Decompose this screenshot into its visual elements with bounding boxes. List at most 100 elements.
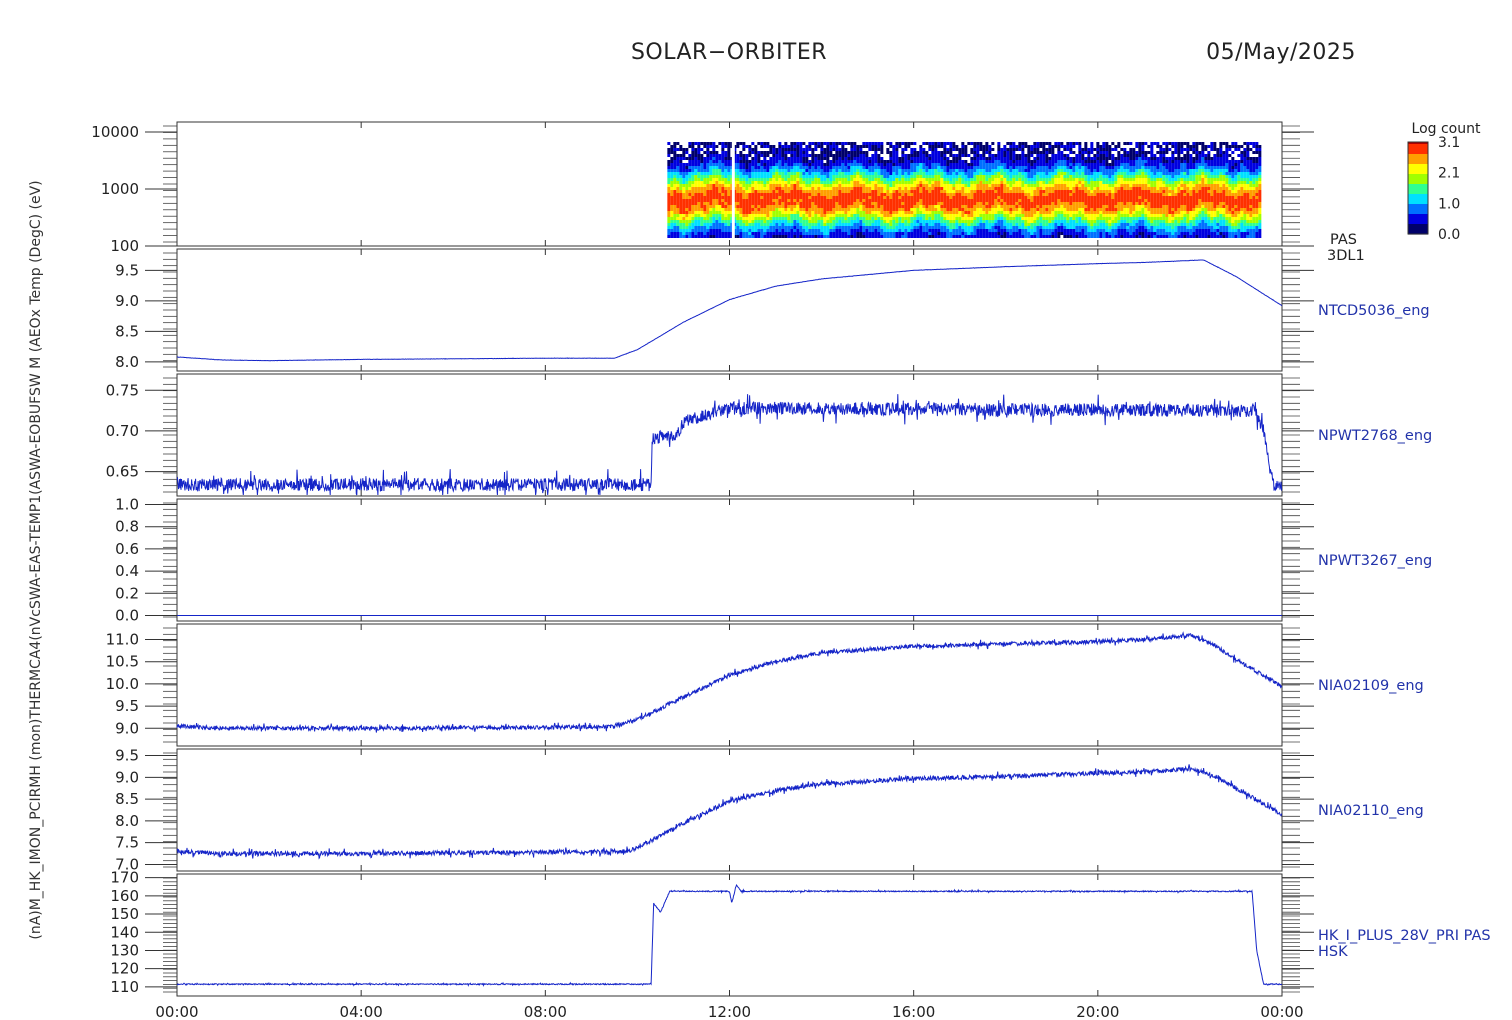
spectrogram-cell <box>1075 211 1079 214</box>
spectrogram-cell <box>793 205 797 208</box>
spectrogram-cell <box>682 187 686 190</box>
spectrogram-cell <box>1132 223 1136 226</box>
spectrogram-cell <box>904 202 908 205</box>
spectrogram-cell <box>1024 229 1028 232</box>
spectrogram-cell <box>811 226 815 229</box>
spectrogram-cell <box>742 148 746 151</box>
spectrogram-cell <box>748 163 752 166</box>
spectrogram-cell <box>1000 193 1004 196</box>
spectrogram-cell <box>1069 229 1073 232</box>
spectrogram-cell <box>688 160 692 163</box>
spectrogram-cell <box>712 181 716 184</box>
spectrogram-cell <box>1015 214 1019 217</box>
spectrogram-cell <box>1111 181 1115 184</box>
spectrogram-cell <box>709 151 713 154</box>
spectrogram-cell <box>1018 160 1022 163</box>
spectrogram-cell <box>763 175 767 178</box>
spectrogram-cell <box>670 151 674 154</box>
spectrogram-cell <box>964 202 968 205</box>
spectrogram-cell <box>700 205 704 208</box>
spectrogram-cell <box>1033 232 1037 235</box>
spectrogram-cell <box>1084 157 1088 160</box>
spectrogram-cell <box>976 154 980 157</box>
spectrogram-cell <box>1030 154 1034 157</box>
spectrogram-cell <box>1018 169 1022 172</box>
spectrogram-cell <box>931 226 935 229</box>
spectrogram-cell <box>1057 193 1061 196</box>
spectrogram-cell <box>982 160 986 163</box>
spectrogram-cell <box>1030 172 1034 175</box>
spectrogram-cell <box>901 226 905 229</box>
spectrogram-cell <box>835 226 839 229</box>
spectrogram-cell <box>937 181 941 184</box>
spectrogram-cell <box>871 211 875 214</box>
spectrogram-cell <box>691 154 695 157</box>
spectrogram-cell <box>706 223 710 226</box>
spectrogram-cell <box>772 187 776 190</box>
spectrogram-cell <box>742 178 746 181</box>
spectrogram-cell <box>880 187 884 190</box>
spectrogram-cell <box>733 193 737 196</box>
spectrogram-cell <box>937 202 941 205</box>
spectrogram-cell <box>715 157 719 160</box>
spectrogram-cell <box>1039 151 1043 154</box>
spectrogram-cell <box>928 154 932 157</box>
spectrogram-cell <box>889 235 893 238</box>
spectrogram-cell <box>1081 181 1085 184</box>
spectrogram-cell <box>931 235 935 238</box>
spectrogram-cell <box>781 169 785 172</box>
spectrogram-cell <box>670 223 674 226</box>
spectrogram-cell <box>733 181 737 184</box>
spectrogram-cell <box>1093 193 1097 196</box>
spectrogram-cell <box>748 145 752 148</box>
spectrogram-cell <box>1081 148 1085 151</box>
spectrogram-cell <box>1030 160 1034 163</box>
spectrogram-cell <box>799 199 803 202</box>
spectrogram-cell <box>724 142 728 145</box>
spectrogram-cell <box>883 202 887 205</box>
spectrogram-cell <box>718 202 722 205</box>
spectrogram-cell <box>823 187 827 190</box>
spectrogram-cell <box>940 187 944 190</box>
spectrogram-cell <box>1138 193 1142 196</box>
spectrogram-cell <box>943 199 947 202</box>
spectrogram-cell <box>691 166 695 169</box>
spectrogram-cell <box>937 232 941 235</box>
spectrogram-cell <box>874 145 878 148</box>
spectrogram-cell <box>1117 175 1121 178</box>
spectrogram-cell <box>1066 187 1070 190</box>
spectrogram-cell <box>766 172 770 175</box>
spectrogram-cell <box>1009 199 1013 202</box>
spectrogram-cell <box>901 175 905 178</box>
spectrogram-cell <box>1030 145 1034 148</box>
spectrogram-cell <box>928 160 932 163</box>
spectrogram-cell <box>808 211 812 214</box>
spectrogram-cell <box>1006 205 1010 208</box>
spectrogram-cell <box>787 205 791 208</box>
spectrogram-cell <box>1051 193 1055 196</box>
spectrogram-cell <box>916 217 920 220</box>
spectrogram-cell <box>715 232 719 235</box>
spectrogram-cell <box>1084 226 1088 229</box>
spectrogram-cell <box>709 229 713 232</box>
spectrogram-cell <box>868 217 872 220</box>
spectrogram-cell <box>1075 172 1079 175</box>
spectrogram-cell <box>757 208 761 211</box>
spectrogram-cell <box>1018 226 1022 229</box>
spectrogram-cell <box>715 172 719 175</box>
spectrogram-cell <box>952 148 956 151</box>
spectrogram-cell <box>1117 220 1121 223</box>
spectrogram-cell <box>808 142 812 145</box>
spectrogram-cell <box>1099 214 1103 217</box>
spectrogram-cell <box>844 166 848 169</box>
spectrogram-cell <box>1045 148 1049 151</box>
spectrogram-cell <box>1057 205 1061 208</box>
spectrogram-cell <box>1015 229 1019 232</box>
spectrogram-cell <box>937 160 941 163</box>
spectrogram-cell <box>820 187 824 190</box>
spectrogram-cell <box>844 175 848 178</box>
spectrogram-cell <box>763 202 767 205</box>
spectrogram-cell <box>982 169 986 172</box>
spectrogram-cell <box>736 208 740 211</box>
spectrogram-cell <box>1036 154 1040 157</box>
